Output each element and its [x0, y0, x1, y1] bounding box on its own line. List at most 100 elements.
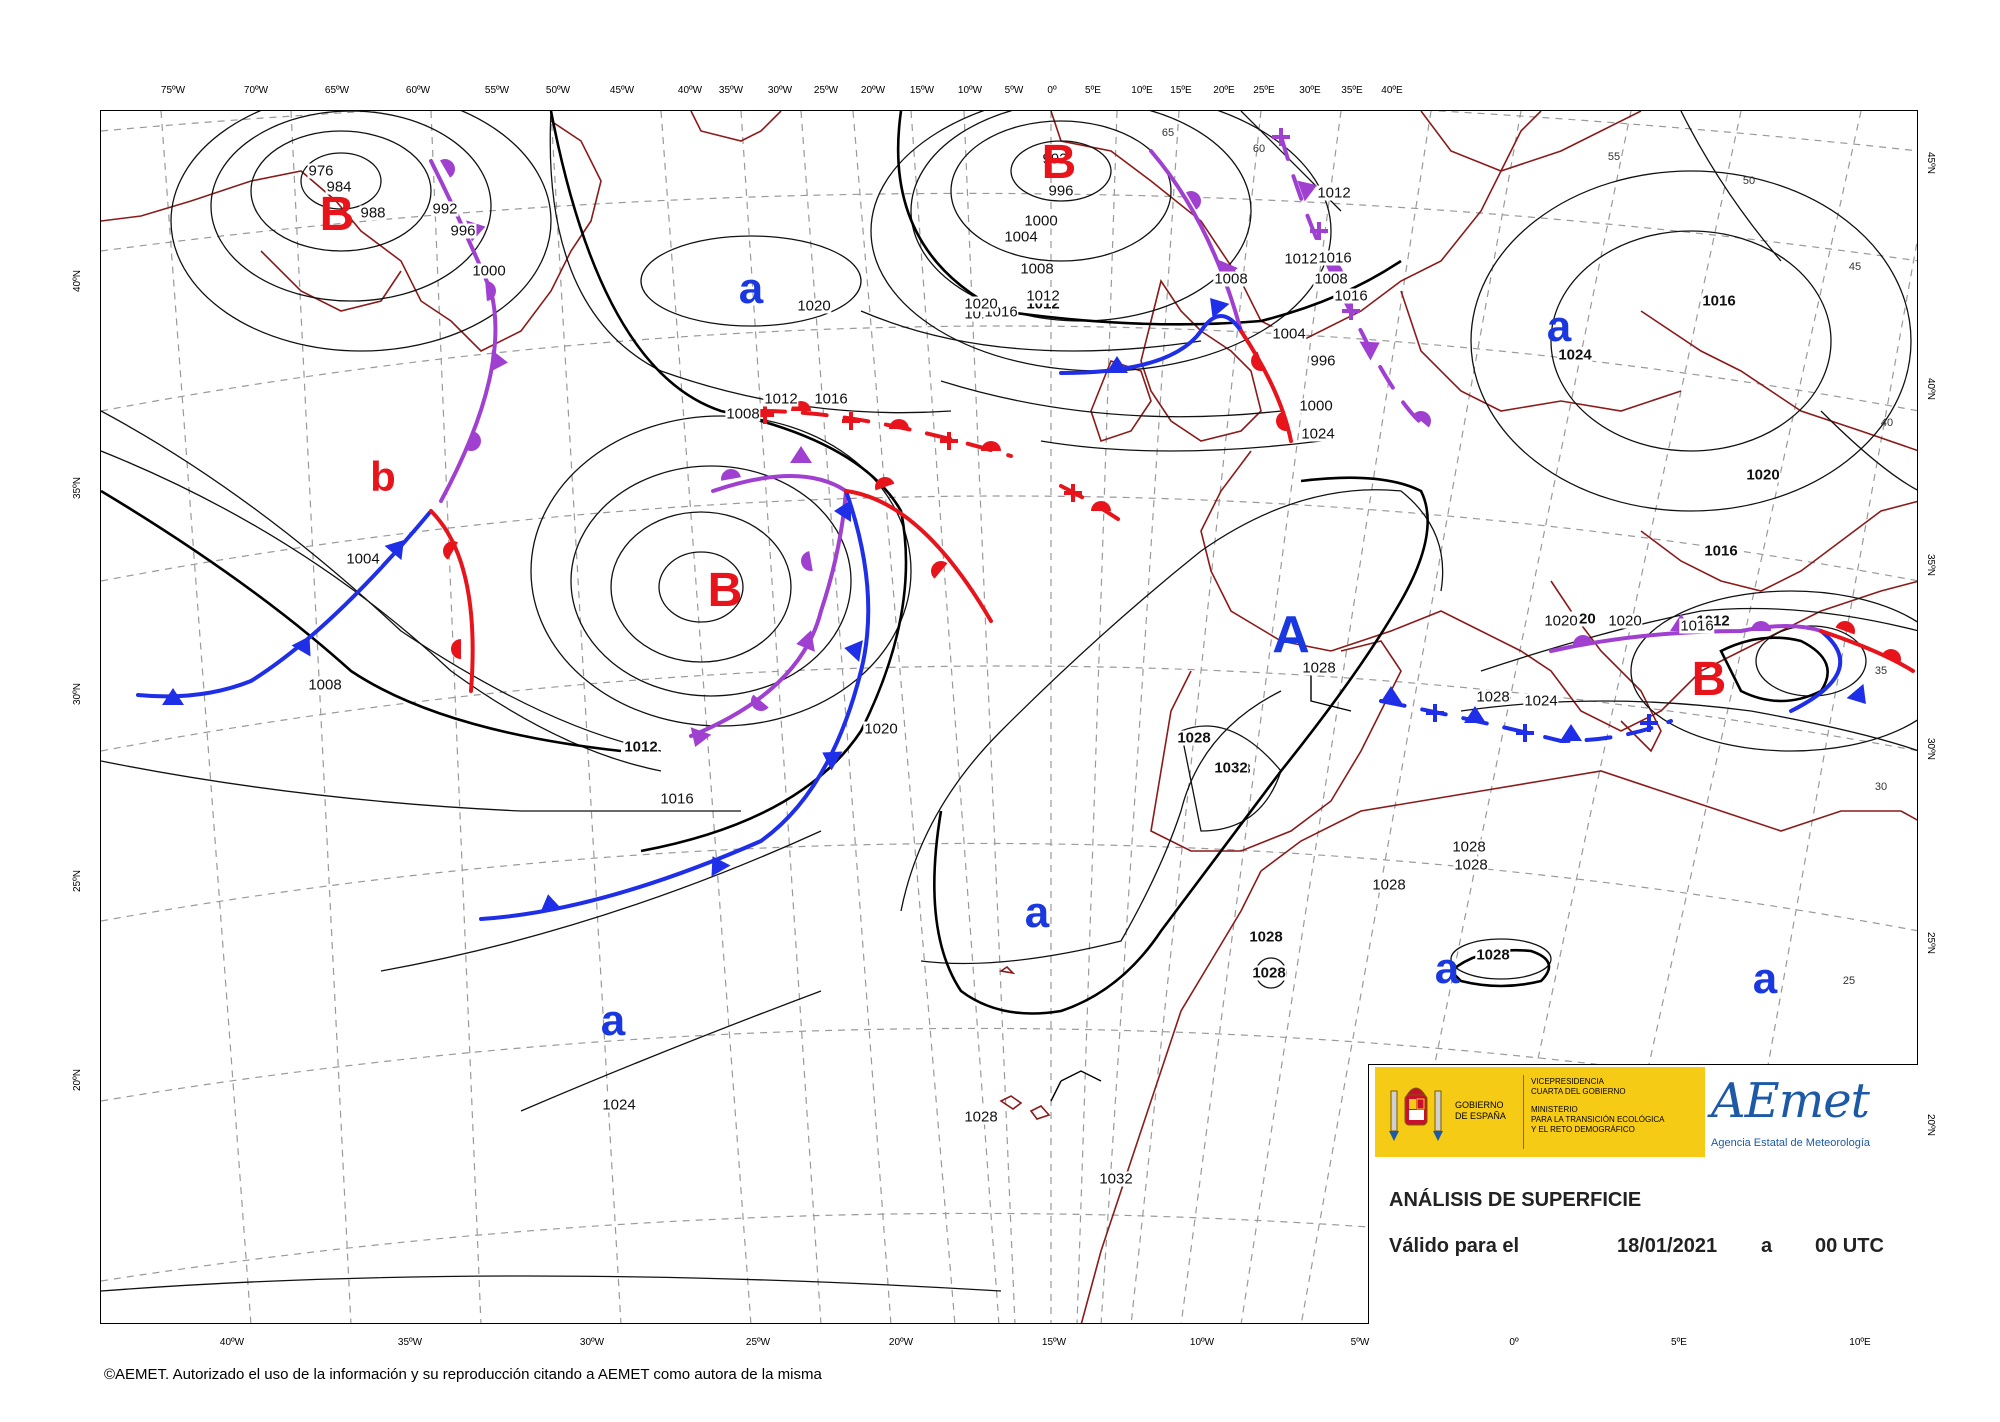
russia-coast	[1640, 310, 1917, 452]
isobar-label: 1024	[1523, 692, 1559, 710]
top-longitude-label: 30ºW	[767, 85, 793, 96]
isobar-north-1	[1240, 111, 1342, 212]
isobar-label: 1012	[1025, 287, 1061, 305]
gov-ministry: MINISTERIO PARA LA TRANSICIÓN ECOLÓGICA …	[1531, 1105, 1665, 1134]
top-longitude-label: 5ºW	[1004, 85, 1024, 96]
high-pressure-label: a	[600, 996, 626, 1045]
fronts	[136, 134, 1915, 921]
top-longitude-label: 65ºW	[324, 85, 350, 96]
top-longitude-label: 5ºE	[1085, 85, 1101, 96]
coat-of-arms-icon	[1389, 1087, 1443, 1141]
warm-front-semicircle	[1882, 649, 1901, 664]
isobar-label: 1000	[1298, 397, 1334, 415]
isobar-label: 1028	[1451, 838, 1487, 856]
isobars-bold	[101, 111, 1829, 1015]
italy	[1550, 580, 1662, 753]
isobar-east-1	[1820, 410, 1917, 491]
cold-front-med	[1789, 629, 1843, 713]
warm-front-semicircle	[751, 694, 769, 711]
isobar-label: 1016	[1703, 542, 1739, 560]
valid-date: 18/01/2021	[1617, 1235, 1718, 1257]
top-longitude-label: 10ºW	[957, 85, 983, 96]
warm-front-semicircle	[1413, 411, 1431, 428]
isobar-label: 1032	[1213, 759, 1249, 777]
copyright-notice: ©AEMET. Autorizado el uso de la informac…	[104, 1366, 822, 1383]
cold-front-west	[136, 509, 433, 699]
isobar-label: 984	[325, 178, 353, 196]
madeira	[998, 965, 1016, 975]
cold-front-triangle	[162, 688, 184, 705]
meridian	[550, 111, 622, 1323]
meridian	[1180, 111, 1342, 1323]
isobar-label: 1020	[963, 295, 999, 313]
meridian	[1100, 111, 1180, 1323]
cold-front-triangle	[790, 446, 812, 463]
cold-front-triangle	[540, 894, 562, 913]
isobar-low-greenland-2	[250, 130, 432, 252]
latitude-label: 50	[1742, 175, 1756, 187]
right-latitude-label: 40ºN	[1925, 378, 1936, 400]
frontolysis-cross	[1342, 302, 1360, 320]
warm-front-semicircle	[1091, 501, 1111, 511]
right-latitude-label: 45ºN	[1925, 152, 1936, 174]
occluded-front-med	[1549, 624, 1823, 653]
top-longitude-label: 45ºW	[609, 85, 635, 96]
right-latitude-label: 35ºN	[1925, 554, 1936, 576]
scandinavia-east	[1420, 111, 1642, 172]
weather-map	[101, 111, 1917, 1323]
isobar-label: 1024	[1557, 346, 1593, 364]
latitude-label: 65	[1161, 127, 1175, 139]
isobar-label: 1028	[1371, 876, 1407, 894]
low-pressure-label: B	[319, 188, 355, 241]
isobar-label: 992	[1041, 150, 1069, 168]
isobar-label: 1020	[796, 297, 832, 315]
top-longitude-label: 50ºW	[545, 85, 571, 96]
isobar-label: 1016	[1679, 617, 1715, 635]
frontolysis-cross	[1310, 222, 1328, 240]
isobar-label: 988	[359, 204, 387, 222]
isobar-label: 1020	[863, 720, 899, 738]
greenland-south	[260, 250, 402, 312]
high-pressure-label: A	[1272, 606, 1310, 664]
isobar-label: 1028	[963, 1108, 999, 1126]
isobar-label: 976	[307, 162, 335, 180]
isobar-label: 1008	[725, 405, 761, 423]
isobar-bold-1028-central	[933, 476, 1429, 1015]
warm-front-semicircle	[721, 469, 741, 481]
frontolysis-cross	[1640, 714, 1658, 732]
isobar-low-greenland-3	[210, 111, 492, 302]
valid-label: Válido para el	[1389, 1235, 1520, 1257]
cold-front-triangle	[1210, 297, 1230, 319]
frontolysis-cross	[1516, 724, 1534, 742]
isobar-med-1016	[1480, 607, 1917, 672]
warm-front-west	[429, 509, 475, 693]
cold-front-triangle	[1464, 706, 1486, 723]
warm-front-semicircle	[1573, 635, 1593, 647]
isobar-1028-a	[900, 489, 1444, 912]
cold-front-triangle	[711, 856, 731, 877]
cold-front-triangle	[1846, 683, 1866, 705]
map-frame: 976 984 988 992 996 1000 1004 1008 1012 1016 1020 1…	[100, 110, 1918, 1324]
meridian	[910, 111, 1000, 1323]
right-latitude-label: 20ºN	[1925, 1114, 1936, 1136]
warm-front-semicircle	[485, 281, 496, 301]
left-latitude-label: 25ºN	[72, 870, 83, 892]
isobar-label: 996	[1309, 352, 1337, 370]
top-longitude-label: 40ºE	[1381, 85, 1403, 96]
mediterranean-north	[1330, 580, 1917, 732]
right-latitude-label: 30ºN	[1925, 738, 1936, 760]
isobar-label: 1028	[1248, 928, 1284, 946]
frontolysis-cross	[1426, 704, 1444, 722]
warm-front-semicircle	[1251, 351, 1265, 371]
cold-front-triangle	[1297, 180, 1317, 202]
valid-time: 00 UTC	[1815, 1235, 1884, 1257]
top-longitude-label: 35ºE	[1341, 85, 1363, 96]
aemet-name: AEmet	[1711, 1073, 1870, 1129]
cold-front-triangle	[1359, 341, 1380, 361]
isobar-label: 996	[449, 222, 477, 240]
greenland-coast	[101, 120, 602, 352]
isobar-label: 992	[431, 200, 459, 218]
isobar-label: 996	[1047, 182, 1075, 200]
bottom-longitude-label: 5ºE	[1671, 1337, 1687, 1348]
isobar-low-atlantic-3	[570, 465, 852, 697]
